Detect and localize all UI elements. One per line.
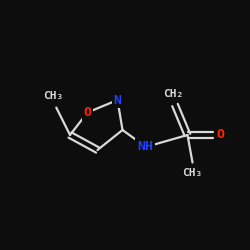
Text: O: O (84, 106, 92, 119)
Text: N: N (114, 94, 122, 106)
Text: CH₂: CH₂ (164, 89, 184, 99)
Text: O: O (216, 128, 224, 141)
Text: NH: NH (137, 140, 153, 153)
Text: CH₃: CH₃ (44, 91, 64, 101)
Text: CH₃: CH₃ (182, 168, 203, 178)
